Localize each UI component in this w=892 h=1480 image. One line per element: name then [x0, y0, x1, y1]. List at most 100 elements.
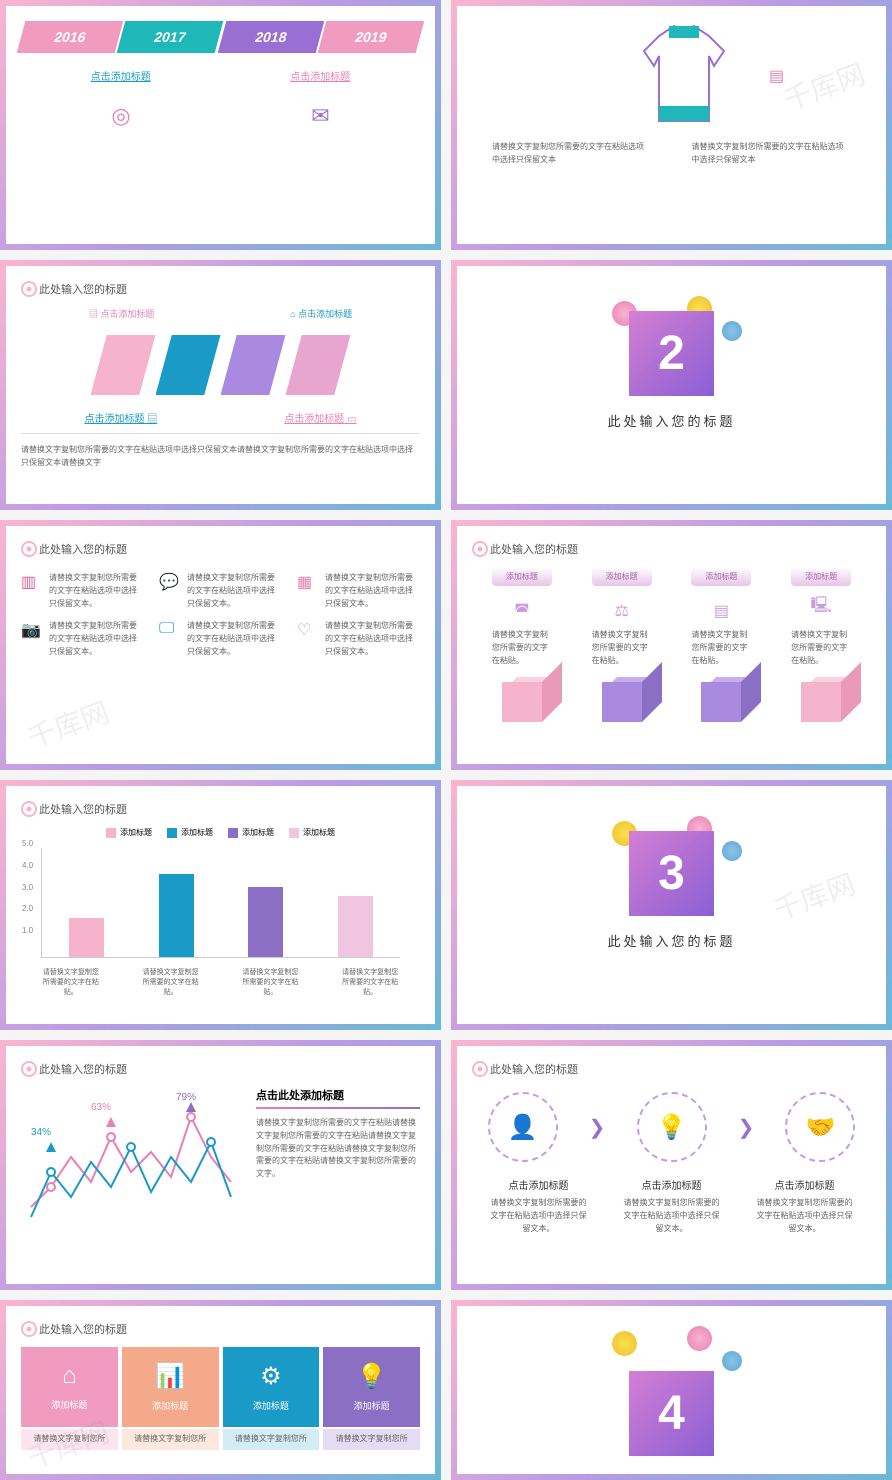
- link-bot-2[interactable]: 点击添加标题 ▭: [284, 410, 356, 425]
- slide-line-chart: 此处输入您的标题 34% 63% 79% 点击此处添加标题 请替换文字复制您所需…: [0, 1040, 441, 1290]
- slide-bar-chart: 此处输入您的标题 添加标题 添加标题 添加标题 添加标题 5.0 4.0 3.0…: [0, 780, 441, 1030]
- side-text: 请替换文字复制您所需要的文字在粘贴请替换文字复制您所需要的文字在粘贴请替换文字复…: [256, 1117, 420, 1181]
- watermark: 千库网: [22, 691, 115, 757]
- trap-4: [286, 335, 351, 395]
- tab-2016[interactable]: 2016: [17, 21, 124, 53]
- item-3: ▦请替换文字复制您所需要的文字在粘贴选项中选择只保留文本。: [297, 572, 420, 610]
- legend-label: 添加标题: [181, 827, 213, 838]
- bar-label: 请替换文字复制您所需要的文字在粘贴。: [240, 968, 300, 997]
- below-3: 点击添加标题 请替换文字复制您所需要的文字在粘贴选项中选择只保留文本。: [755, 1177, 855, 1235]
- flow-label-3: 添加标题: [691, 567, 751, 586]
- item-2: 💬请替换文字复制您所需要的文字在粘贴选项中选择只保留文本。: [159, 572, 282, 610]
- flow-icon-3: ▤: [691, 601, 751, 621]
- tile-4[interactable]: 💡 添加标题: [323, 1347, 420, 1427]
- item-1: ▥ 请替换文字复制您所需要的文字在粘贴选项中选择只保留文本。: [21, 572, 144, 610]
- slide-flow-cubes: 此处输入您的标题 添加标题 添加标题 添加标题 添加标题 ◚ ⚖ ▤ 🖳 请替换…: [451, 520, 892, 770]
- item-5: 🖵 请替换文字复制您所需要的文字在粘贴选项中选择只保留文本。: [159, 620, 282, 658]
- doc-icon: ▤: [769, 66, 784, 86]
- flow-text: 请替换文字复制您所需要的文字在粘贴。: [791, 629, 851, 667]
- item-text: 请替换文字复制您所需要的文字在粘贴选项中选择只保留文本。: [325, 620, 420, 658]
- bar-label: 请替换文字复制您所需要的文字在粘贴。: [340, 968, 400, 997]
- slide-title: 此处输入您的标题: [472, 541, 871, 557]
- y-tick: 4.0: [22, 861, 33, 870]
- truck-icon: ▦: [297, 572, 317, 592]
- below-text: 请替换文字复制您所需要的文字在粘贴选项中选择只保留文本。: [622, 1197, 722, 1235]
- below-title: 点击添加标题: [489, 1177, 589, 1192]
- flow-label-2: 添加标题: [592, 567, 652, 586]
- bar-3: [248, 887, 283, 957]
- section-number: 2: [629, 311, 714, 396]
- link-add-2[interactable]: 点击添加标题: [290, 68, 350, 83]
- item-text: 请替换文字复制您所需要的文字在粘贴选项中选择只保留文本。: [49, 572, 144, 610]
- side-title: 点击此处添加标题: [256, 1087, 420, 1109]
- tile-sub: 请替换文字复制您所: [122, 1429, 219, 1450]
- arrow-icon: ❯: [738, 1115, 755, 1140]
- slide-section-3: 3 此处输入您的标题 千库网: [451, 780, 892, 1030]
- item-text: 请替换文字复制您所需要的文字在粘贴选项中选择只保留文本。: [49, 620, 144, 658]
- line-chart: 34% 63% 79%: [21, 1087, 241, 1237]
- circle-3: 🤝: [785, 1092, 855, 1162]
- tile-1[interactable]: ⌂ 添加标题: [21, 1347, 118, 1427]
- slide-title: 此处输入您的标题: [21, 541, 420, 557]
- slide-timeline: 2016 2017 2018 2019 点击添加标题 点击添加标题 ◎ ✉: [0, 0, 441, 250]
- below-text: 请替换文字复制您所需要的文字在粘贴选项中选择只保留文本。: [489, 1197, 589, 1235]
- monitor-icon: 🖵: [159, 620, 179, 640]
- tab-2018[interactable]: 2018: [217, 21, 324, 53]
- link-add-1[interactable]: 点击添加标题: [91, 68, 151, 83]
- link-bot-1[interactable]: 点击添加标题 ▤: [84, 410, 157, 425]
- candy-icon: [722, 1351, 742, 1371]
- tshirt-icon: [619, 21, 749, 131]
- candy-icon: [612, 1331, 637, 1356]
- cube-1: [502, 682, 542, 722]
- watermark: 千库网: [768, 863, 861, 929]
- section-number: 4: [629, 1371, 714, 1456]
- slide-title: 此处输入您的标题: [472, 1061, 871, 1077]
- below-title: 点击添加标题: [622, 1177, 722, 1192]
- camera-icon: 📷: [21, 620, 41, 640]
- slide-trapezoids: 此处输入您的标题 ▤ 点击添加标题 ⌂ 点击添加标题 点击添加标题 ▤ 点击添加…: [0, 260, 441, 510]
- circle-1: 👤: [488, 1092, 558, 1162]
- tab-2019[interactable]: 2019: [317, 21, 424, 53]
- link-top-1[interactable]: ▤ 点击添加标题: [89, 307, 155, 320]
- bar-4: [338, 896, 373, 957]
- target-icon: ◎: [111, 103, 130, 129]
- flow-text: 请替换文字复制您所需要的文字在粘贴。: [592, 629, 652, 667]
- y-tick: 1.0: [22, 926, 33, 935]
- legend-label: 添加标题: [120, 827, 152, 838]
- slide-title: 此处输入您的标题: [21, 1061, 420, 1077]
- tile-3[interactable]: ⚙ 添加标题: [223, 1347, 320, 1427]
- flow-label-4: 添加标题: [791, 567, 851, 586]
- item-text: 请替换文字复制您所需要的文字在粘贴选项中选择只保留文本。: [187, 572, 282, 610]
- tile-2[interactable]: 📊 添加标题: [122, 1347, 219, 1427]
- trapezoid-row: [21, 335, 420, 395]
- desc: 请替换文字复制您所需要的文字在粘贴选项中选择只保留文本请替换文字复制您所需要的文…: [21, 444, 420, 470]
- item-text: 请替换文字复制您所需要的文字在粘贴选项中选择只保留文本。: [187, 620, 282, 658]
- item-4: 📷 请替换文字复制您所需要的文字在粘贴选项中选择只保留文本。: [21, 620, 144, 658]
- tab-2017[interactable]: 2017: [117, 21, 224, 53]
- year-tabs: 2016 2017 2018 2019: [21, 21, 420, 53]
- heart-icon: ♡: [297, 620, 317, 640]
- bar-label: 请替换文字复制您所需要的文字在粘贴。: [41, 968, 101, 997]
- slide-tiles: 此处输入您的标题 ⌂ 添加标题 📊 添加标题 ⚙ 添加标题 💡 添加标题 请替换…: [0, 1300, 441, 1480]
- slide-section-4: 4: [451, 1300, 892, 1480]
- y-tick: 5.0: [22, 839, 33, 848]
- flow-text: 请替换文字复制您所需要的文字在粘贴。: [492, 629, 552, 667]
- gear-icon: ⚙: [228, 1362, 315, 1391]
- slide-title: 此处输入您的标题: [21, 801, 420, 817]
- building-icon: ▥: [21, 572, 41, 592]
- item-6: ♡ 请替换文字复制您所需要的文字在粘贴选项中选择只保留文本。: [297, 620, 420, 658]
- tile-label: 添加标题: [328, 1399, 415, 1412]
- below-1: 点击添加标题 请替换文字复制您所需要的文字在粘贴选项中选择只保留文本。: [489, 1177, 589, 1235]
- peak-label-1: 34%: [31, 1127, 51, 1138]
- legend-label: 添加标题: [303, 827, 335, 838]
- y-tick: 3.0: [22, 883, 33, 892]
- tile-sub: 请替换文字复制您所: [21, 1429, 118, 1450]
- bar-chart: 5.0 4.0 3.0 2.0 1.0: [41, 848, 400, 958]
- tile-sub: 请替换文字复制您所: [323, 1429, 420, 1450]
- chart-legend: 添加标题 添加标题 添加标题 添加标题: [21, 827, 420, 838]
- link-top-2[interactable]: ⌂ 点击添加标题: [290, 307, 352, 320]
- trap-1: [91, 335, 156, 395]
- slide-title: 此处输入您的标题: [21, 1321, 420, 1337]
- tile-label: 添加标题: [228, 1399, 315, 1412]
- cube-3: [701, 682, 741, 722]
